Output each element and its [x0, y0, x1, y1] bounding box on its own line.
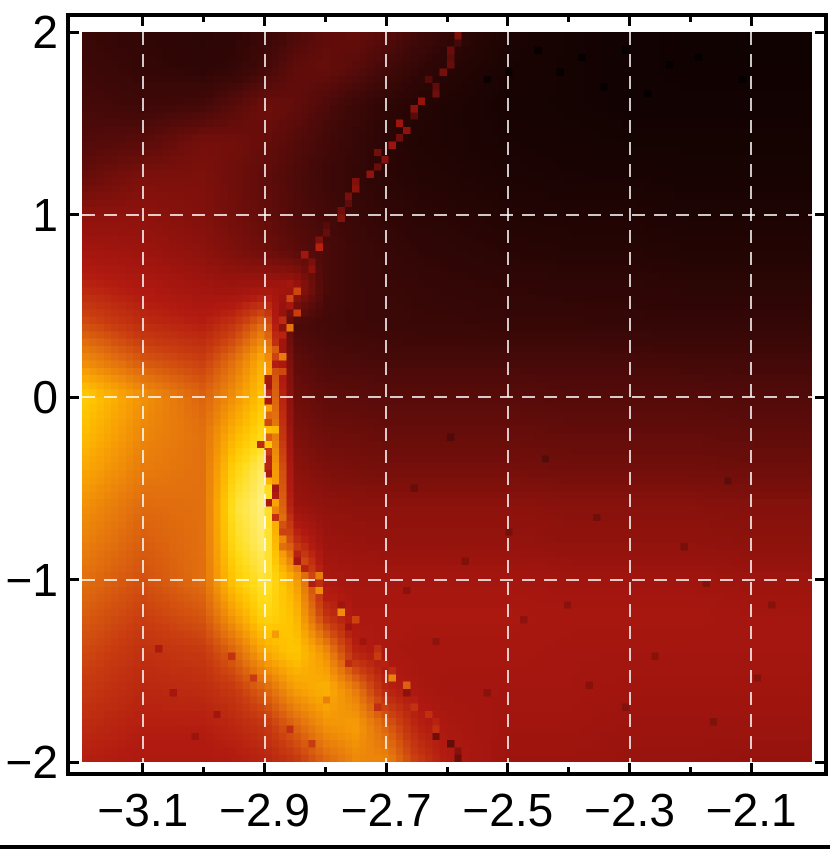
gridline-horizontal: [82, 396, 812, 398]
tick-mark: [815, 760, 824, 764]
tick-mark: [688, 17, 692, 22]
tick-mark: [323, 767, 327, 772]
tick-mark: [749, 763, 753, 772]
tick-mark: [70, 395, 79, 399]
tick-mark: [567, 767, 571, 772]
x-tick-label: −2.5: [462, 784, 554, 836]
tick-mark: [323, 17, 327, 22]
tick-mark: [70, 760, 79, 764]
tick-mark: [506, 763, 510, 772]
x-tick-label: −2.9: [219, 784, 310, 836]
y-tick-label: −1: [5, 553, 58, 606]
tick-mark: [70, 30, 79, 34]
tick-mark: [815, 395, 824, 399]
tick-mark: [263, 17, 266, 26]
tick-mark: [567, 17, 571, 22]
gridline-horizontal: [82, 578, 812, 581]
tick-mark: [141, 17, 145, 26]
x-tick-label: −2.7: [340, 784, 432, 836]
tick-mark: [384, 763, 388, 772]
tick-mark: [202, 767, 206, 772]
tick-mark: [445, 767, 449, 772]
tick-mark: [506, 17, 510, 26]
x-tick-label: −2.1: [705, 784, 797, 836]
tick-mark: [141, 763, 145, 772]
y-tick-label: −2: [5, 736, 58, 788]
y-tick-label: 0: [32, 371, 58, 423]
tick-mark: [202, 17, 206, 22]
tick-mark: [628, 17, 631, 26]
tick-mark: [70, 213, 79, 216]
tick-mark: [70, 578, 79, 581]
tick-mark: [815, 213, 824, 216]
tick-mark: [628, 763, 631, 772]
tick-mark: [815, 30, 824, 34]
x-tick-label: −3.1: [97, 784, 189, 836]
gridline-horizontal: [82, 213, 812, 216]
tick-mark: [815, 578, 824, 581]
tick-mark: [749, 17, 753, 26]
y-tick-label: 2: [32, 6, 58, 58]
y-tick-label: 1: [32, 188, 58, 241]
tick-mark: [688, 767, 692, 772]
tick-mark: [263, 763, 266, 772]
bottom-rule: [0, 845, 830, 849]
tick-mark: [384, 17, 388, 26]
x-tick-label: −2.3: [584, 784, 675, 836]
tick-mark: [445, 17, 449, 22]
